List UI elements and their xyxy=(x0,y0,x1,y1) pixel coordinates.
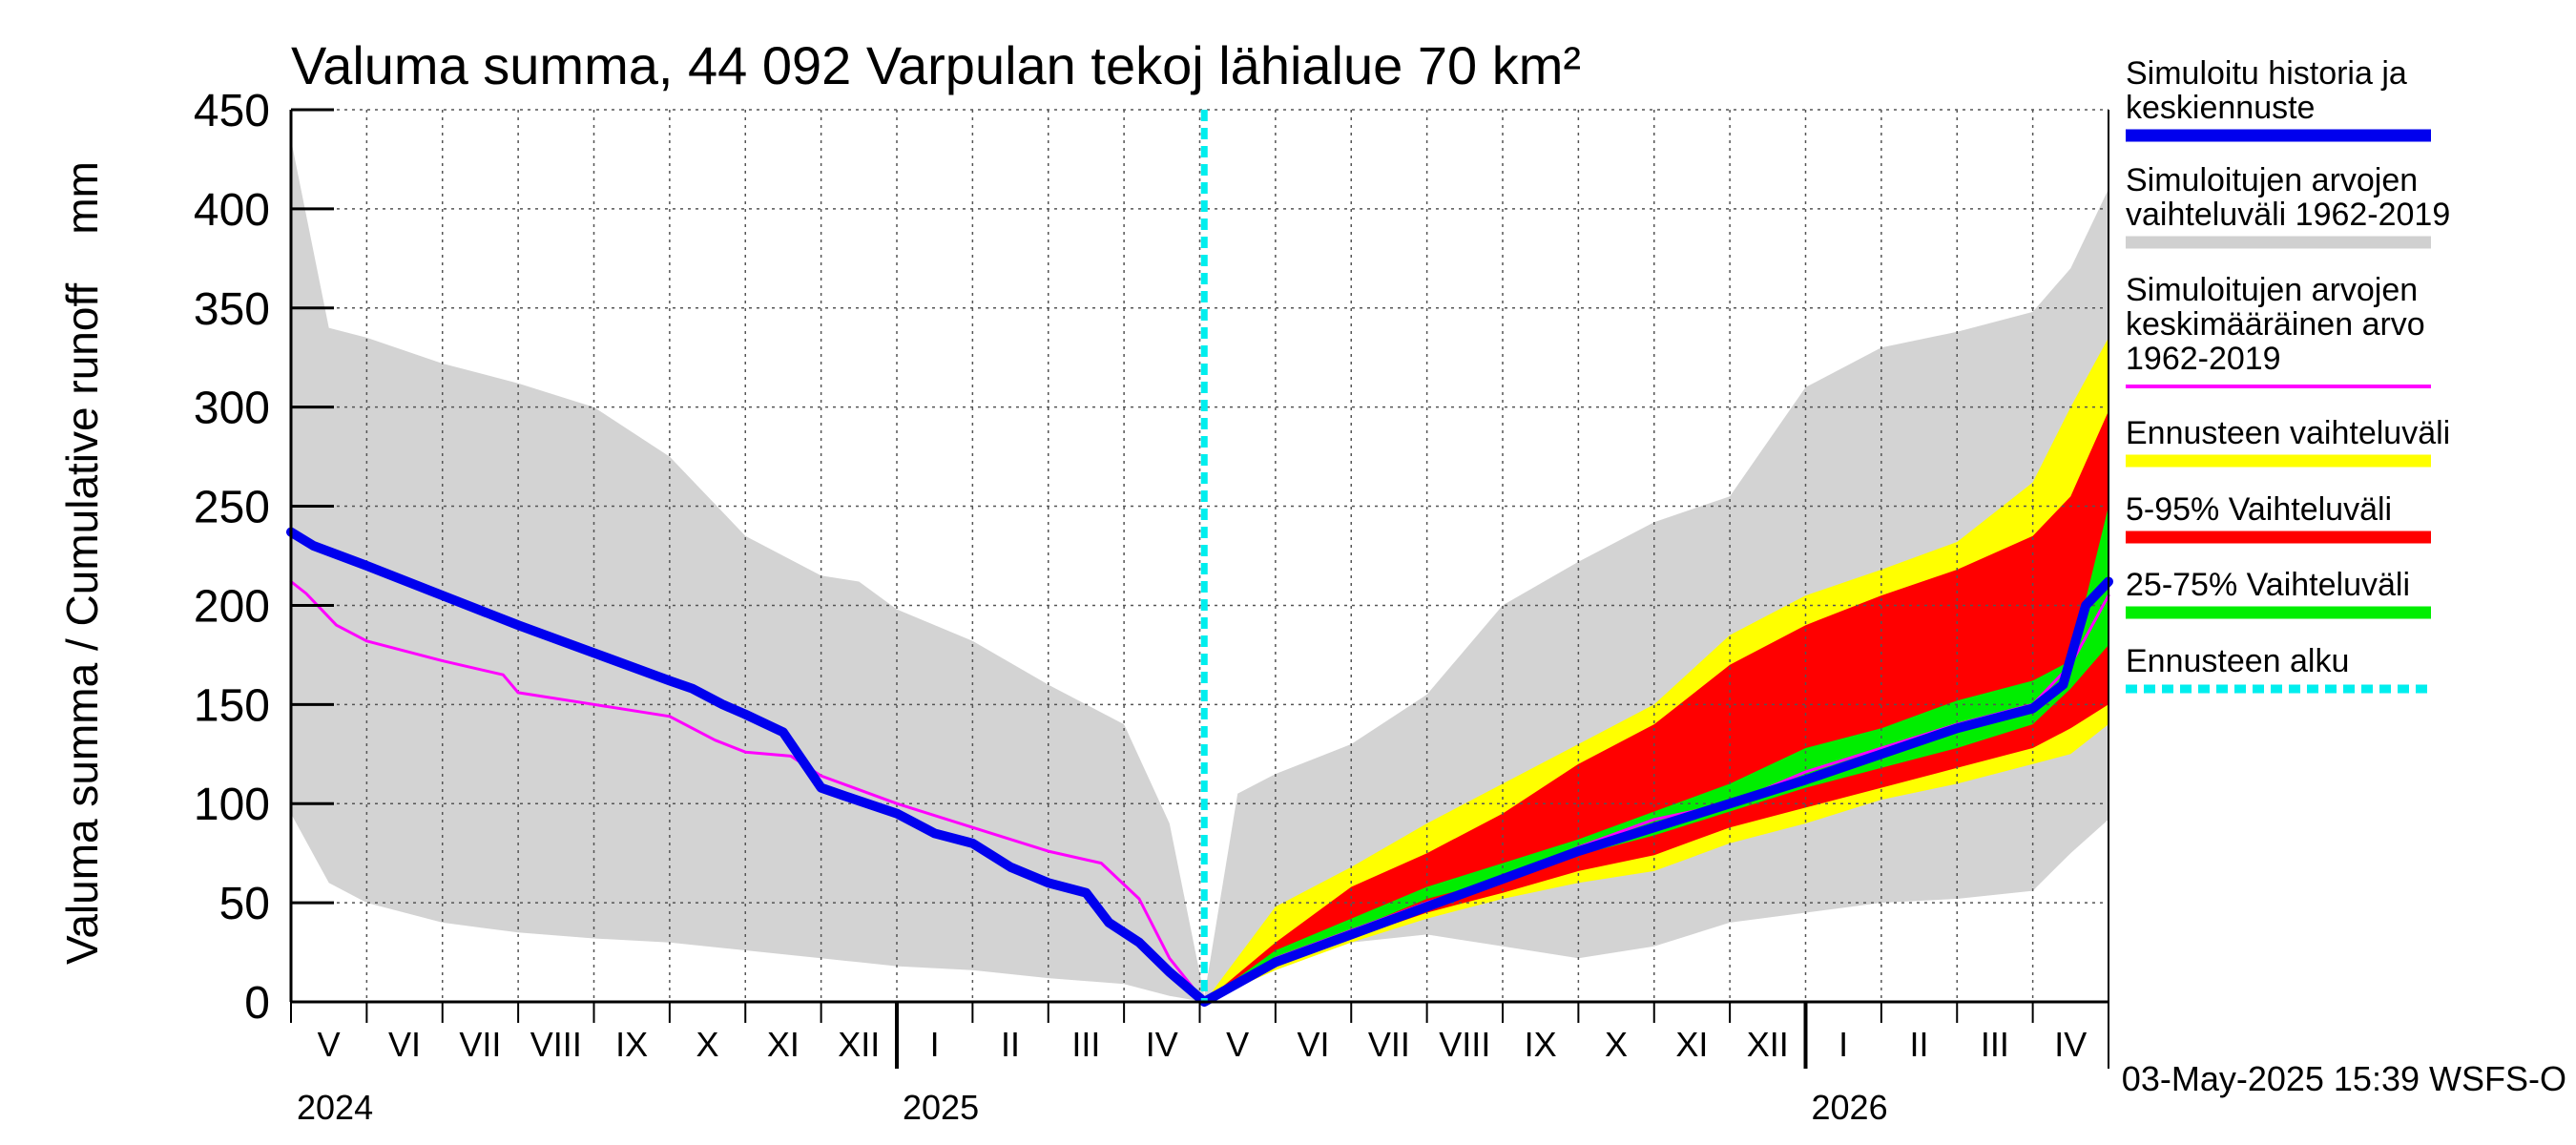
legend-label: Ennusteen vaihteluväli xyxy=(2126,415,2450,451)
month-label: III xyxy=(1981,1025,2009,1064)
legend-item: 25-75% Vaihteluväli xyxy=(2126,567,2431,619)
month-label: VI xyxy=(1298,1025,1330,1064)
month-label: X xyxy=(696,1025,719,1064)
year-label: 2024 xyxy=(297,1088,373,1127)
legend-label: 5-95% Vaihteluväli xyxy=(2126,491,2392,528)
y-tick-label: 300 xyxy=(194,384,270,434)
band-layer xyxy=(291,139,2109,1002)
month-label: IV xyxy=(2054,1025,2087,1064)
legend: Simuloitu historia jakeskiennusteSimuloi… xyxy=(2126,55,2450,694)
y-tick-label: 50 xyxy=(219,879,270,929)
legend-item: Ennusteen vaihteluväli xyxy=(2126,415,2450,468)
grid-layer xyxy=(291,109,2109,1002)
month-label: XII xyxy=(1747,1025,1789,1064)
y-axis-label: Valuma summa / Cumulative runoff mm xyxy=(57,161,107,965)
month-label: VII xyxy=(459,1025,501,1064)
month-label: IV xyxy=(1146,1025,1178,1064)
y-tick-label: 250 xyxy=(194,483,270,533)
legend-item: 5-95% Vaihteluväli xyxy=(2126,491,2431,544)
month-label: I xyxy=(930,1025,940,1064)
year-label: 2025 xyxy=(903,1088,979,1127)
legend-label: Simuloitujen arvojen xyxy=(2126,272,2418,308)
month-label: VIII xyxy=(530,1025,582,1064)
month-label: VIII xyxy=(1439,1025,1490,1064)
month-label: X xyxy=(1605,1025,1628,1064)
legend-label: keskiennuste xyxy=(2126,90,2315,126)
month-label: V xyxy=(318,1025,341,1064)
legend-label: 25-75% Vaihteluväli xyxy=(2126,567,2410,603)
y-tick-label: 100 xyxy=(194,780,270,830)
month-label: IX xyxy=(615,1025,648,1064)
month-label: XI xyxy=(1675,1025,1708,1064)
chart-title: Valuma summa, 44 092 Varpulan tekoj lähi… xyxy=(291,35,1581,95)
series-line-0 xyxy=(289,580,2110,1004)
month-label: I xyxy=(1839,1025,1848,1064)
month-label: II xyxy=(1910,1025,1929,1064)
y-tick-label: 0 xyxy=(244,978,270,1029)
legend-label: keskimääräinen arvo xyxy=(2126,306,2425,343)
timestamp: 03-May-2025 15:39 WSFS-O xyxy=(2122,1059,2566,1098)
year-label: 2026 xyxy=(1812,1088,1888,1127)
band-3 xyxy=(1204,506,2109,1002)
month-label: VI xyxy=(388,1025,421,1064)
y-tick-label: 150 xyxy=(194,680,270,731)
legend-label: Simuloitu historia ja xyxy=(2126,55,2407,92)
y-tick-label: 400 xyxy=(194,185,270,236)
axes-layer xyxy=(289,108,2109,1069)
y-tick-labels: 0 50 100 150 200 250 300 350 400 450 xyxy=(194,86,270,1029)
x-year-labels: 2024 2025 2026 xyxy=(297,1088,1888,1127)
legend-label: Ennusteen alku xyxy=(2126,643,2349,679)
y-tick-label: 350 xyxy=(194,284,270,335)
x-month-labels: V VI VII VIII IX X XI XII I II III IV V VI VII VIII IX X X… xyxy=(318,1025,2088,1064)
month-label: VII xyxy=(1368,1025,1410,1064)
legend-label: Simuloitujen arvojen xyxy=(2126,162,2418,198)
y-tick-label: 450 xyxy=(194,86,270,136)
month-label: III xyxy=(1071,1025,1100,1064)
legend-label: 1962-2019 xyxy=(2126,341,2281,377)
month-label: XI xyxy=(767,1025,800,1064)
y-tick-label: 200 xyxy=(194,581,270,632)
band-1 xyxy=(1204,337,2109,1002)
month-label: V xyxy=(1226,1025,1249,1064)
month-label: IX xyxy=(1525,1025,1557,1064)
legend-label: vaihteluväli 1962-2019 xyxy=(2126,197,2450,233)
month-label: II xyxy=(1001,1025,1020,1064)
series-line-layer xyxy=(286,527,2113,1007)
series-line-1 xyxy=(286,527,2113,1007)
month-label: XII xyxy=(838,1025,880,1064)
legend-item: Ennusteen alku xyxy=(2126,643,2431,694)
band-2 xyxy=(1204,410,2109,1002)
